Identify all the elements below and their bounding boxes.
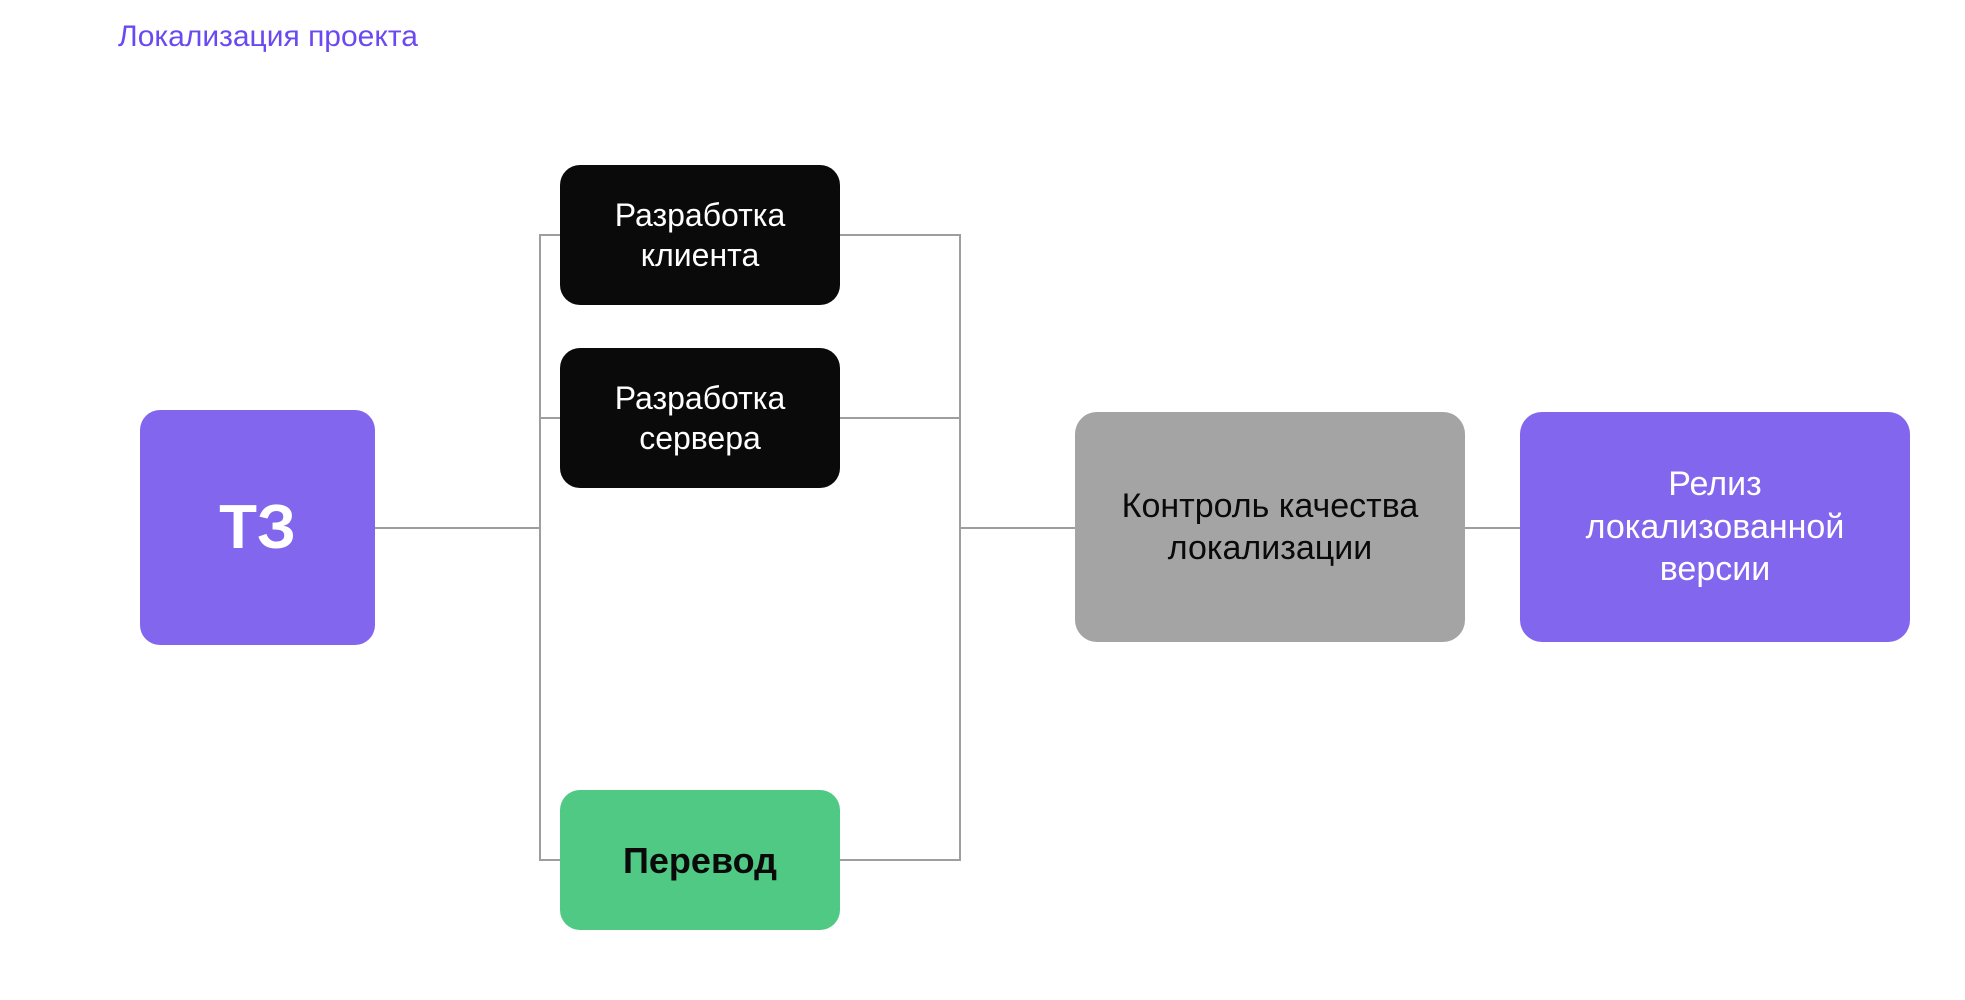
node-tz: ТЗ <box>140 410 375 645</box>
node-translate-label: Перевод <box>623 838 777 883</box>
edge <box>840 418 1075 528</box>
diagram-title: Локализация проекта <box>118 20 418 54</box>
node-dev-client: Разработка клиента <box>560 165 840 305</box>
edge <box>375 528 560 860</box>
node-release-label: Релиз локализованной версии <box>1536 463 1894 591</box>
edge <box>840 235 1075 528</box>
node-dev-server-label: Разработка сервера <box>576 378 824 458</box>
node-dev-client-label: Разработка клиента <box>576 195 824 275</box>
node-qa: Контроль качества локализации <box>1075 412 1465 642</box>
node-tz-label: ТЗ <box>219 489 296 567</box>
node-release: Релиз локализованной версии <box>1520 412 1910 642</box>
node-qa-label: Контроль качества локализации <box>1091 485 1449 570</box>
node-dev-server: Разработка сервера <box>560 348 840 488</box>
edge <box>375 418 560 528</box>
node-translate: Перевод <box>560 790 840 930</box>
edge <box>840 528 1075 860</box>
edge <box>375 235 560 528</box>
flowchart-canvas: Локализация проекта ТЗ Разработка клиент… <box>0 0 1965 1000</box>
